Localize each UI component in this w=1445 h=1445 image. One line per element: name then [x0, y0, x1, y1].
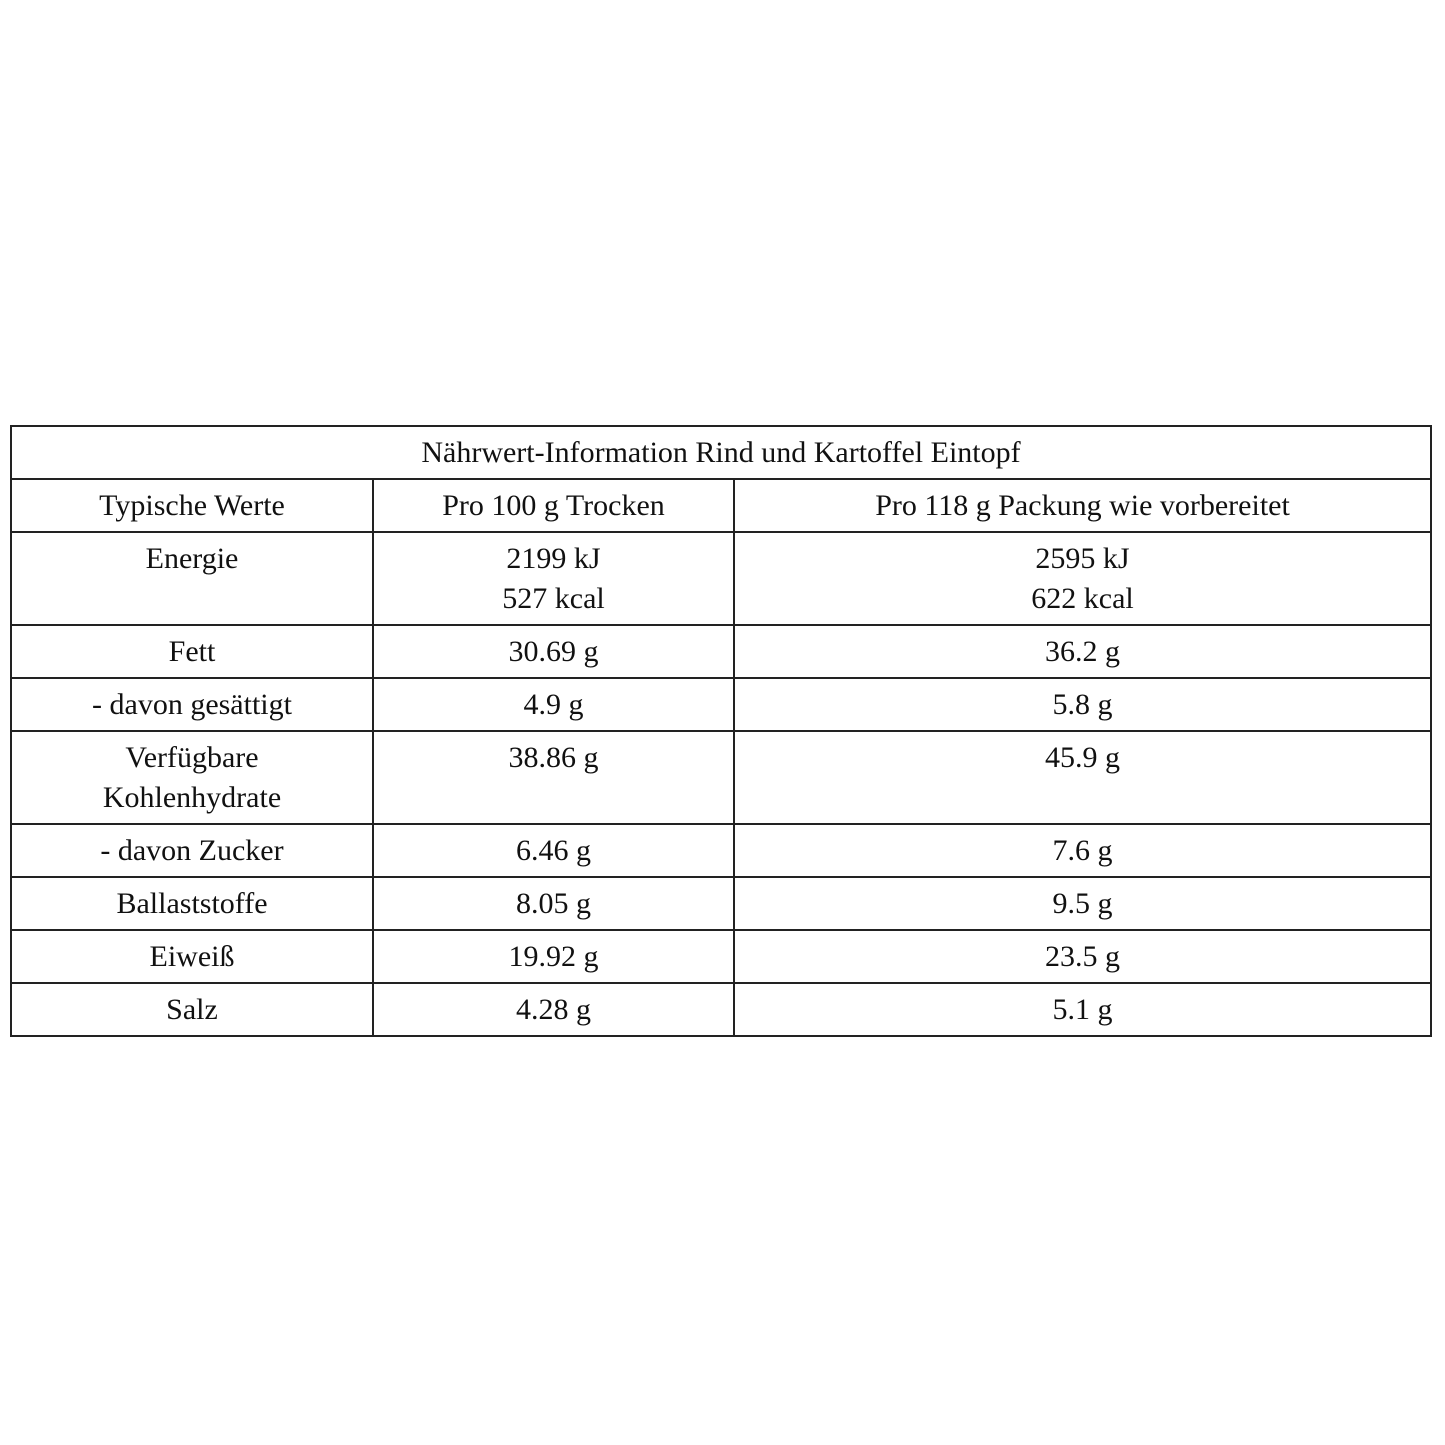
value-per-pack: 7.6 g — [733, 823, 1432, 878]
row-label-text: Salz — [166, 993, 218, 1026]
row-label: Ballaststoffe — [10, 876, 374, 931]
row-label: Verfügbare Kohlenhydrate — [10, 730, 374, 825]
row-label-text: Eiweiß — [149, 940, 235, 973]
value-per-pack-text: 36.2 g — [1045, 635, 1120, 668]
row-label-text: - davon Zucker — [100, 834, 284, 867]
value-per-pack-text: 23.5 g — [1045, 940, 1120, 973]
value-per-100g-text: 527 kcal — [502, 582, 605, 615]
row-label-text: Kohlenhydrate — [102, 781, 282, 814]
value-per-pack-text: 2595 kJ — [1035, 542, 1130, 575]
table-row: Fett 30.69 g 36.2 g — [10, 624, 1432, 679]
table-row: Salz 4.28 g 5.1 g — [10, 982, 1432, 1037]
value-per-pack: 45.9 g — [733, 730, 1432, 825]
header-per-pack: Pro 118 g Packung wie vorbereitet — [733, 478, 1432, 533]
value-per-100g-text: 6.46 g — [516, 834, 591, 867]
nutrition-table: Nährwert-Information Rind und Kartoffel … — [10, 425, 1432, 1037]
value-per-100g-text: 4.28 g — [516, 993, 591, 1026]
value-per-100g: 30.69 g — [372, 624, 735, 679]
value-per-pack: 23.5 g — [733, 929, 1432, 984]
table-title-row: Nährwert-Information Rind und Kartoffel … — [10, 425, 1432, 480]
value-per-100g: 8.05 g — [372, 876, 735, 931]
row-label: Eiweiß — [10, 929, 374, 984]
value-per-pack: 36.2 g — [733, 624, 1432, 679]
row-label-text: Verfügbare — [125, 741, 259, 774]
row-label-text: Fett — [168, 635, 216, 668]
value-per-100g-text: 2199 kJ — [506, 542, 601, 575]
header-per-100g: Pro 100 g Trocken — [372, 478, 735, 533]
value-per-100g: 4.9 g — [372, 677, 735, 732]
value-per-pack-text: 622 kcal — [1031, 582, 1134, 615]
row-label: Fett — [10, 624, 374, 679]
value-per-pack: 2595 kJ 622 kcal — [733, 531, 1432, 626]
value-per-100g: 19.92 g — [372, 929, 735, 984]
row-label: - davon Zucker — [10, 823, 374, 878]
row-label: - davon gesättigt — [10, 677, 374, 732]
value-per-100g: 38.86 g — [372, 730, 735, 825]
value-per-pack-text: 5.1 g — [1052, 993, 1113, 1026]
value-per-pack: 5.1 g — [733, 982, 1432, 1037]
table-row: - davon gesättigt 4.9 g 5.8 g — [10, 677, 1432, 732]
row-label-text: Energie — [145, 542, 239, 575]
row-label-text: - davon gesättigt — [92, 688, 292, 721]
value-per-100g-text: 30.69 g — [508, 635, 599, 668]
value-per-pack-text: 5.8 g — [1052, 688, 1113, 721]
value-per-100g-text: 8.05 g — [516, 887, 591, 920]
value-per-pack-text: 9.5 g — [1052, 887, 1113, 920]
row-label: Energie — [10, 531, 374, 626]
value-per-pack: 5.8 g — [733, 677, 1432, 732]
value-per-100g-text: 4.9 g — [523, 688, 584, 721]
value-per-100g: 4.28 g — [372, 982, 735, 1037]
value-per-100g-text: 19.92 g — [508, 940, 599, 973]
value-per-100g: 6.46 g — [372, 823, 735, 878]
table-row: Ballaststoffe 8.05 g 9.5 g — [10, 876, 1432, 931]
value-per-pack-text: 7.6 g — [1052, 834, 1113, 867]
table-row: - davon Zucker 6.46 g 7.6 g — [10, 823, 1432, 878]
value-per-pack-text: 45.9 g — [1045, 741, 1120, 774]
table-row: Eiweiß 19.92 g 23.5 g — [10, 929, 1432, 984]
row-label: Salz — [10, 982, 374, 1037]
value-per-pack: 9.5 g — [733, 876, 1432, 931]
value-per-100g: 2199 kJ 527 kcal — [372, 531, 735, 626]
table-header-row: Typische Werte Pro 100 g Trocken Pro 118… — [10, 478, 1432, 533]
table-title: Nährwert-Information Rind und Kartoffel … — [10, 425, 1432, 480]
table-row: Energie 2199 kJ 527 kcal 2595 kJ 622 kcal — [10, 531, 1432, 626]
table-row: Verfügbare Kohlenhydrate 38.86 g 45.9 g — [10, 730, 1432, 825]
header-typical-values: Typische Werte — [10, 478, 374, 533]
row-label-text: Ballaststoffe — [116, 887, 268, 920]
value-per-100g-text: 38.86 g — [508, 741, 599, 774]
